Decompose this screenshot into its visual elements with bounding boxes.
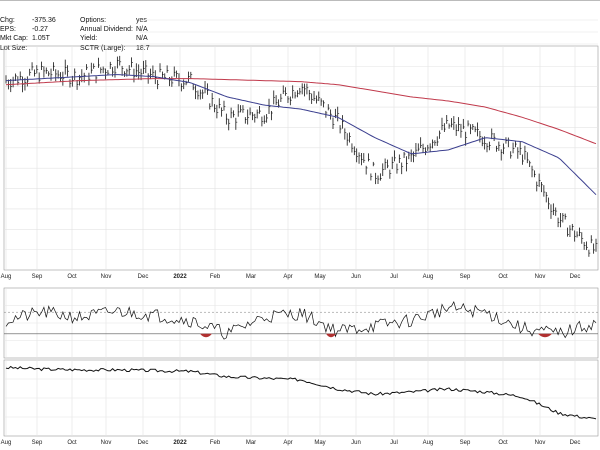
x-tick-label: Apr <box>283 274 292 280</box>
x-tick-label: Oct <box>498 440 508 446</box>
x-tick-label: Oct <box>67 274 77 280</box>
moving-average-short <box>5 74 597 196</box>
x-tick-label: Dec <box>570 440 581 446</box>
info-label: EPS: <box>0 26 16 34</box>
info-label: Yield: <box>80 35 98 43</box>
x-tick-label: Jul <box>390 440 398 446</box>
x-tick-label: Jun <box>351 440 361 446</box>
x-tick-label: Sep <box>32 274 43 280</box>
x-tick-label: Sep <box>460 440 471 446</box>
info-value: yes <box>136 17 147 24</box>
relative-strength-line <box>5 365 597 420</box>
moving-average-long <box>5 78 597 145</box>
x-tick-label: Jul <box>390 274 398 280</box>
oversold-fill <box>326 333 336 338</box>
x-tick-label: May <box>314 274 325 280</box>
x-tick-label: Nov <box>101 440 112 446</box>
info-value: 1.05T <box>32 35 50 43</box>
x-tick-label: Oct <box>67 440 77 446</box>
x-tick-label: Aug <box>1 274 12 280</box>
info-row: EPS: -0.27 Annual Dividend: N/A <box>0 25 166 34</box>
x-tick-label: Feb <box>210 274 221 280</box>
x-tick-label: Nov <box>101 274 112 280</box>
oscillator-line <box>5 300 597 340</box>
info-value: N/A <box>136 26 148 34</box>
oversold-fill <box>538 333 552 338</box>
info-label: SCTR (Large): <box>80 44 126 52</box>
info-row: Chg: -375.36 Options: yes <box>0 16 166 25</box>
info-value: -0.27 <box>32 26 48 34</box>
info-value: -375.36 <box>32 17 56 24</box>
x-tick-label: Nov <box>535 274 546 280</box>
x-tick-label: Dec <box>138 440 149 446</box>
x-tick-label: Mar <box>246 274 256 280</box>
x-tick-label: Apr <box>283 440 292 446</box>
x-tick-label: Sep <box>460 274 471 280</box>
panel-frame-price <box>3 45 599 271</box>
info-label: Lot Size: <box>0 44 28 52</box>
x-tick-label: May <box>314 440 325 446</box>
x-tick-label: Oct <box>498 274 508 280</box>
info-label: Options: <box>80 17 107 24</box>
x-tick-label: 2022 <box>173 440 187 446</box>
info-value: N/A <box>136 35 148 43</box>
oversold-fill <box>200 333 212 338</box>
info-label: Mkt Cap: <box>0 35 29 43</box>
x-tick-label: Aug <box>423 440 434 446</box>
x-tick-label: Dec <box>138 274 149 280</box>
x-tick-label: Dec <box>570 274 581 280</box>
top-border <box>0 0 600 1</box>
x-tick-label: Jun <box>351 274 361 280</box>
info-label: Chg: <box>0 17 15 24</box>
x-tick-label: 2022 <box>173 274 187 280</box>
info-label: Annual Dividend: <box>80 26 133 34</box>
x-tick-label: Aug <box>423 274 434 280</box>
x-tick-label: Sep <box>32 440 43 446</box>
x-tick-label: Nov <box>535 440 546 446</box>
x-tick-label: Mar <box>246 440 256 446</box>
x-tick-label: Aug <box>1 440 12 446</box>
x-tick-label: Feb <box>210 440 221 446</box>
info-row: Mkt Cap: 1.05T Yield: N/A <box>0 34 166 43</box>
